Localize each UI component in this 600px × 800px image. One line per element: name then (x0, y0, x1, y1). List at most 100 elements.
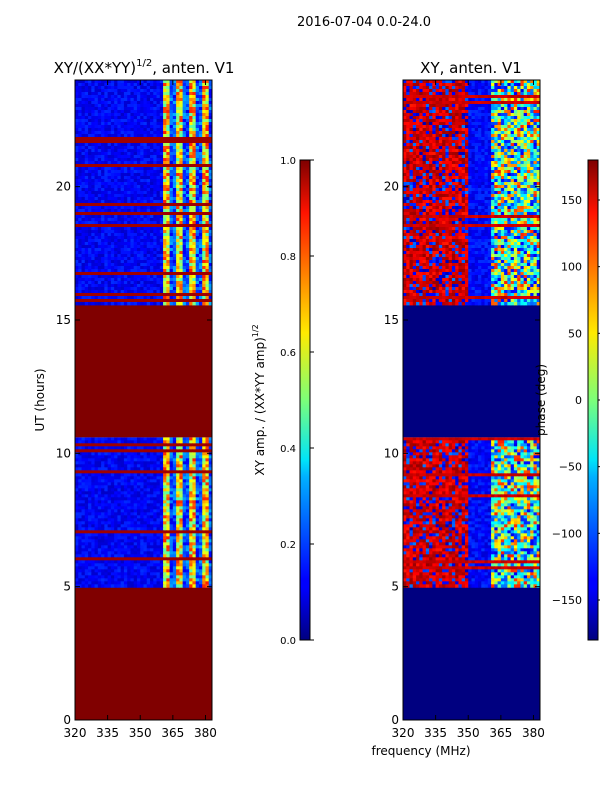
heatmap-cell (185, 218, 190, 222)
heatmap-cell (185, 554, 190, 558)
heatmap-cell (75, 572, 79, 576)
heatmap-cell (143, 185, 148, 189)
heatmap-cell (127, 275, 132, 279)
heatmap-cell (104, 443, 109, 447)
heatmap-cell (156, 440, 161, 444)
heatmap-cell (140, 467, 145, 471)
heatmap-cell (146, 581, 151, 585)
heatmap-cell (78, 575, 83, 579)
heatmap-cell (107, 92, 112, 96)
heatmap-cell (192, 266, 197, 270)
heatmap-cell (176, 539, 180, 543)
heatmap-cell (97, 251, 102, 255)
heatmap-cell (143, 242, 148, 246)
heatmap-cell (159, 137, 164, 141)
heatmap-cell (153, 239, 158, 243)
heatmap-cell (163, 512, 167, 516)
heatmap-cell (97, 566, 102, 570)
heatmap-cell (169, 251, 174, 255)
heatmap-cell (75, 512, 79, 516)
heatmap-cell (107, 476, 112, 480)
heatmap-cell (163, 242, 167, 246)
heatmap-cell (114, 482, 119, 486)
heatmap-cell (107, 197, 112, 201)
heatmap-cell (97, 239, 102, 243)
heatmap-cell (169, 248, 174, 252)
heatmap-cell (185, 443, 190, 447)
heatmap-cell (189, 524, 194, 528)
heatmap-cell (169, 233, 174, 237)
heatmap-cell (78, 80, 83, 84)
heatmap-cell (107, 107, 112, 111)
heatmap-cell (123, 86, 128, 90)
heatmap-cell (127, 530, 132, 534)
heatmap-cell (127, 566, 132, 570)
heatmap-cell (205, 581, 210, 585)
heatmap-cell (91, 446, 96, 450)
heatmap-cell (75, 488, 79, 492)
heatmap-cell (133, 284, 138, 288)
heatmap-cell (143, 554, 148, 558)
heatmap-cell (208, 221, 212, 225)
heatmap-cell (182, 476, 187, 480)
heatmap-cell (97, 512, 102, 516)
heatmap-cell (172, 101, 177, 105)
heatmap-cell (114, 488, 119, 492)
heatmap-cell (166, 545, 171, 549)
heatmap-cell (208, 578, 212, 582)
heatmap-cell (166, 254, 171, 258)
heatmap-cell (179, 188, 184, 192)
heatmap-cell (169, 218, 174, 222)
heatmap-cell (133, 254, 138, 258)
heatmap-cell (75, 212, 79, 216)
heatmap-cell (81, 185, 86, 189)
heatmap-cell (120, 149, 125, 153)
heatmap-cell (114, 227, 119, 231)
heatmap-cell (94, 512, 99, 516)
heatmap-cell (172, 200, 177, 204)
heatmap-cell (172, 242, 177, 246)
heatmap-cell (156, 152, 161, 156)
heatmap-cell (78, 560, 83, 564)
heatmap-cell (146, 464, 151, 468)
heatmap-cell (88, 551, 92, 555)
heatmap-cell (192, 449, 197, 453)
heatmap-cell (114, 485, 119, 489)
heatmap-cell (179, 497, 184, 501)
heatmap-cell (169, 464, 174, 468)
heatmap-cell (153, 575, 158, 579)
heatmap-cell (172, 218, 177, 222)
heatmap-cell (136, 530, 141, 534)
heatmap-cell (208, 152, 212, 156)
heatmap-cell (133, 110, 138, 114)
heatmap-cell (179, 95, 184, 99)
heatmap-cell (127, 203, 132, 207)
heatmap-cell (81, 470, 86, 474)
heatmap-cell (120, 215, 125, 219)
heatmap-cell (114, 236, 119, 240)
heatmap-cell (88, 446, 92, 450)
heatmap-cell (117, 161, 122, 165)
heatmap-cell (120, 509, 125, 513)
heatmap-cell (88, 464, 92, 468)
heatmap-cell (156, 584, 161, 588)
heatmap-cell (101, 443, 105, 447)
heatmap-cell (91, 218, 96, 222)
heatmap-cell (101, 518, 105, 522)
heatmap-cell (127, 542, 132, 546)
heatmap-cell (189, 521, 194, 525)
heatmap-cell (146, 260, 151, 264)
heatmap-cell (127, 545, 132, 549)
heatmap-cell (123, 173, 128, 177)
heatmap-cell (182, 107, 187, 111)
heatmap-cell (127, 140, 132, 144)
heatmap-cell (153, 137, 158, 141)
heatmap-cell (91, 236, 96, 240)
heatmap-cell (143, 230, 148, 234)
heatmap-cell (185, 170, 190, 174)
heatmap-cell (120, 218, 125, 222)
heatmap-cell (156, 539, 161, 543)
heatmap-cell (179, 554, 184, 558)
heatmap-cell (88, 257, 92, 261)
heatmap-cell (156, 446, 161, 450)
